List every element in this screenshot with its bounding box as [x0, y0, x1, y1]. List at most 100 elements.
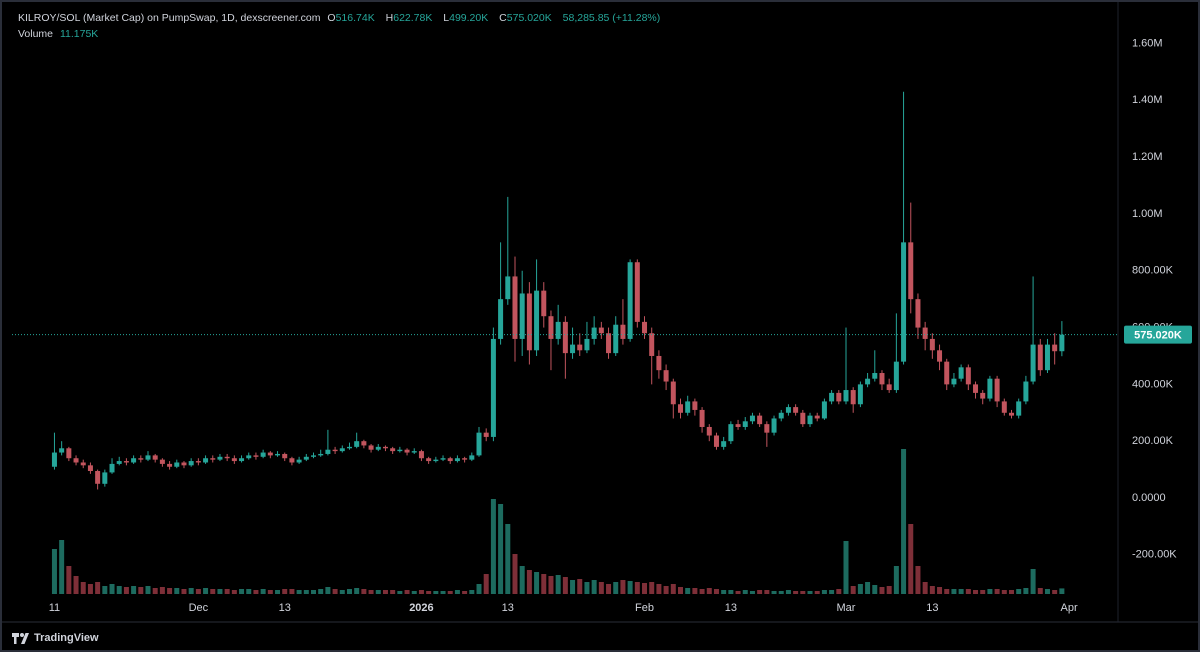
- tradingview-logo: [12, 633, 29, 644]
- footer: TradingView: [12, 628, 99, 648]
- x-tick-label: Feb: [635, 602, 654, 614]
- volume-bar: [865, 582, 871, 594]
- volume-bar: [1030, 569, 1036, 594]
- ohlc-legend: KILROY/SOL (Market Cap) on PumpSwap, 1D,…: [18, 12, 664, 24]
- volume-bar: [692, 588, 698, 594]
- volume-bar: [807, 591, 813, 594]
- candle-body: [440, 458, 446, 460]
- candle-body: [382, 446, 388, 449]
- brand: TradingView: [34, 632, 99, 644]
- volume-bar: [217, 589, 223, 594]
- candle-body: [433, 459, 439, 462]
- volume-bar: [426, 591, 432, 594]
- candle-body: [944, 361, 950, 385]
- volume-bar: [721, 590, 727, 594]
- candle-body: [188, 461, 194, 466]
- x-tick-label: 13: [279, 602, 291, 614]
- volume-bar: [713, 589, 719, 594]
- volume-bar: [958, 589, 964, 594]
- candle-body: [231, 458, 237, 462]
- volume-bar: [519, 566, 525, 594]
- volume-bar: [454, 590, 460, 594]
- y-tick-label: 200.00K: [1132, 435, 1174, 447]
- candle-body: [771, 418, 777, 433]
- volume-bar: [260, 589, 266, 594]
- volume-bar: [433, 591, 439, 594]
- volume-bar: [73, 576, 79, 594]
- volume-bar: [800, 591, 806, 594]
- volume-bar: [224, 589, 230, 594]
- candle-body: [454, 458, 460, 462]
- volume-bar: [1059, 588, 1065, 594]
- candle-body: [418, 451, 424, 459]
- candle-body: [692, 401, 698, 410]
- candle-body: [893, 361, 899, 391]
- volume-bar: [440, 591, 446, 594]
- change-value: 58,285.85 (+11.28%): [562, 12, 661, 24]
- candle-body: [757, 415, 763, 425]
- volume-bar: [498, 504, 504, 594]
- volume-bar: [562, 577, 568, 594]
- last-price-label: 575.020K: [1134, 330, 1182, 342]
- volume-bar: [843, 541, 849, 594]
- candle-body: [1030, 344, 1036, 382]
- candle-body: [821, 401, 827, 419]
- volume-bar: [138, 587, 144, 594]
- candle-body: [570, 344, 576, 354]
- candle-body: [670, 381, 676, 405]
- volume-bar: [375, 590, 381, 594]
- volume-bar: [821, 590, 827, 594]
- candle-body: [59, 448, 65, 453]
- volume-bar: [749, 591, 755, 594]
- volume-bar: [591, 580, 597, 594]
- volume-bar: [677, 587, 683, 594]
- volume-bar: [102, 586, 108, 594]
- volume-bar: [1023, 588, 1029, 594]
- candle-body: [260, 452, 266, 457]
- volume-bar: [462, 591, 468, 594]
- volume-bar: [872, 585, 878, 594]
- candle-body: [397, 449, 403, 452]
- volume-bar: [131, 586, 137, 594]
- volume-bar: [361, 589, 367, 594]
- candle-body: [613, 324, 619, 354]
- candle-body: [51, 452, 57, 467]
- volume-bar: [814, 591, 820, 594]
- volume-bar: [606, 584, 612, 594]
- candle-body: [289, 458, 295, 463]
- candle-body: [634, 262, 640, 322]
- volume-bar: [685, 588, 691, 594]
- volume-bar: [311, 590, 317, 594]
- candle-body: [1059, 334, 1065, 352]
- volume-bar: [584, 582, 590, 594]
- ohlc-key: O: [327, 12, 336, 24]
- candle-body: [239, 458, 245, 462]
- volume-bar: [411, 591, 417, 594]
- candle-body: [275, 453, 281, 456]
- volume-bar: [728, 590, 734, 594]
- candle-body: [102, 472, 108, 484]
- volume-bar: [231, 590, 237, 594]
- candle-body: [850, 390, 856, 405]
- volume-bar: [490, 499, 496, 594]
- candle-body: [958, 367, 964, 379]
- candle-body: [267, 452, 273, 456]
- volume-bar: [145, 586, 151, 594]
- candle-body: [829, 392, 835, 402]
- candle-body: [66, 448, 72, 459]
- candle-body: [951, 378, 957, 385]
- volume-bar: [994, 589, 1000, 594]
- candle-body: [764, 424, 770, 433]
- volume-bar: [390, 590, 396, 594]
- volume-bar: [203, 588, 209, 594]
- candle-body: [778, 412, 784, 419]
- ohlc-value: 622.78K: [393, 12, 433, 24]
- volume-bar: [296, 590, 302, 594]
- candle-body: [965, 367, 971, 385]
- candle-body: [311, 455, 317, 457]
- candle-body: [303, 456, 309, 460]
- volume-bar: [663, 586, 669, 594]
- volume-bar: [289, 589, 295, 594]
- candle-body: [915, 299, 921, 328]
